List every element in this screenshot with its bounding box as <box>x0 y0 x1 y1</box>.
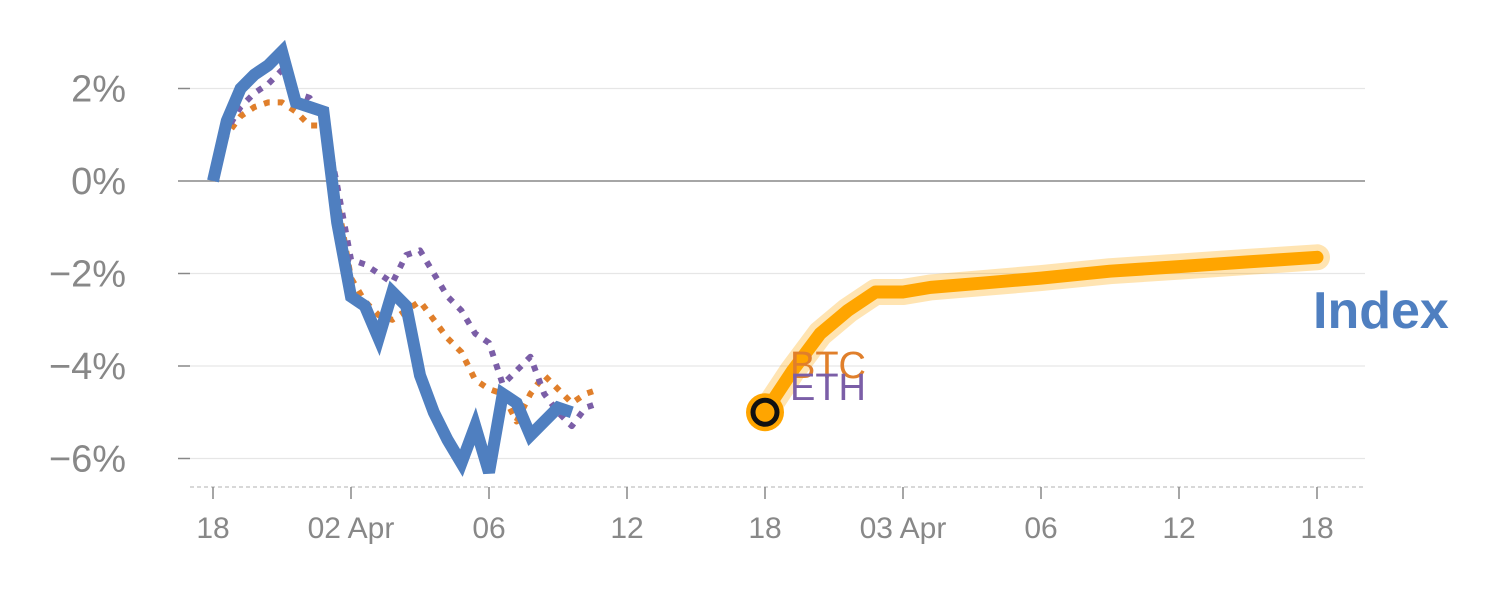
y-tick-label: 0% <box>71 161 126 203</box>
x-tick-label: 06 <box>1024 512 1057 545</box>
gridlines <box>190 87 1365 460</box>
x-tick-label: 06 <box>472 512 505 545</box>
series-line-eth <box>210 67 601 430</box>
x-tick-label: 18 <box>196 512 229 545</box>
x-axis-ticks: 18 02 Apr 06 12 18 03 Apr 06 12 18 <box>196 487 1334 545</box>
x-tick-label: 12 <box>610 512 643 545</box>
series-label-btc: BTC <box>790 345 866 387</box>
series-line-index <box>207 39 574 477</box>
current-point-marker <box>750 397 780 427</box>
y-tick-label: −2% <box>49 254 126 296</box>
series-lines <box>207 39 1330 477</box>
x-tick-label: 02 Apr <box>308 512 395 545</box>
series-label-index: Index <box>1313 282 1449 340</box>
series-label-eth: ETH <box>790 367 866 409</box>
y-tick-label: −4% <box>49 346 126 388</box>
x-tick-label: 12 <box>1162 512 1195 545</box>
series-line-forecast <box>758 250 1324 419</box>
y-axis-ticks: 2% 0% −2% −4% −6% <box>49 69 190 481</box>
y-tick-label: −6% <box>49 439 126 481</box>
x-tick-label: 18 <box>1300 512 1333 545</box>
series-line-btc <box>210 99 601 425</box>
x-tick-label: 18 <box>748 512 781 545</box>
y-tick-label: 2% <box>71 69 126 111</box>
x-tick-label: 03 Apr <box>860 512 947 545</box>
